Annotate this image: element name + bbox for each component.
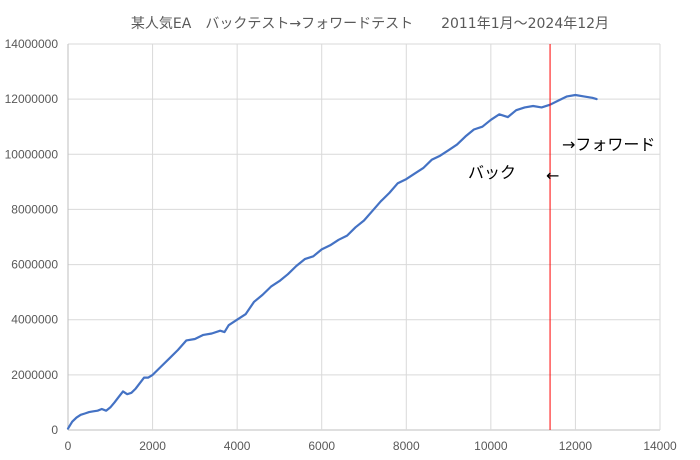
series-layer [66,93,598,430]
forward-annotation: →フォワード [562,135,655,154]
x-tick-label: 6000 [308,439,335,453]
y-tick-label: 4000000 [11,313,58,327]
y-tick-label: 8000000 [11,202,58,216]
y-tick-label: 10000000 [5,147,59,161]
x-tick-label: 12000 [559,439,593,453]
x-tick-label: 2000 [139,439,166,453]
y-tick-label: 14000000 [5,37,59,51]
grid [67,43,661,431]
back-annotation: バック [468,163,516,182]
x-tick-label: 10000 [474,439,508,453]
x-tick-label: 14000 [643,439,677,453]
y-tick-label: 6000000 [11,258,58,272]
y-axis-ticks: 0 2000000 4000000 6000000 8000000 10000000 120… [5,37,59,437]
x-axis-ticks: 0 2000 4000 6000 8000 10000 12000 14000 [65,439,677,453]
back-arrow-annotation: ← [546,166,559,185]
y-tick-label: 0 [51,423,58,437]
y-tick-label: 12000000 [5,92,59,106]
x-tick-label: 4000 [224,439,251,453]
equity-series-line [66,93,598,430]
x-tick-label: 8000 [393,439,420,453]
y-tick-label: 2000000 [11,368,58,382]
x-tick-label: 0 [65,439,72,453]
chart-title: 某人気EA バックテスト→フォワードテスト 2011年1月～2024年12月 [131,16,609,32]
